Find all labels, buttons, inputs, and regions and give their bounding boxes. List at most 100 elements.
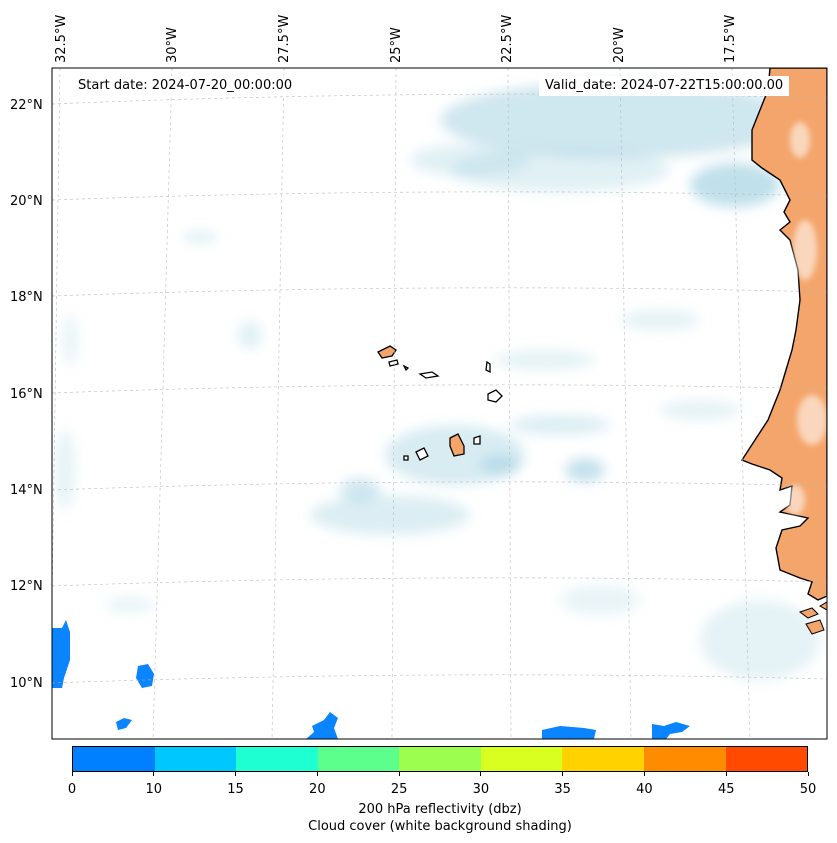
lon-label-20w: 20°W xyxy=(612,27,627,63)
lon-label-32-5w: 32.5°W xyxy=(54,14,69,63)
colorbar-tick-mark xyxy=(480,772,482,776)
colorbar-tick-mark xyxy=(562,772,564,776)
map-frame xyxy=(51,67,828,740)
lon-label-30w: 30°W xyxy=(165,27,180,63)
parallel-20n xyxy=(52,191,827,201)
colorbar-tick-mark xyxy=(153,772,155,776)
colorbar-tick-label: 0 xyxy=(67,782,77,797)
cloud-patch xyxy=(340,478,380,502)
cloud-patch xyxy=(410,144,530,176)
parallel-14n xyxy=(52,481,827,491)
lat-label-10n: 10°N xyxy=(10,676,43,691)
colorbar-tick-mark xyxy=(807,772,809,776)
colorbar-tick-label: 30 xyxy=(472,782,490,797)
island-santiago xyxy=(449,433,465,457)
colorbar-tick-mark xyxy=(235,772,237,776)
island-santo-antao xyxy=(377,345,397,359)
graticule xyxy=(52,68,827,739)
colorbar-segment xyxy=(73,747,155,771)
lat-label-20n: 20°N xyxy=(10,194,43,209)
island-fogo xyxy=(415,447,429,461)
colorbar-sublabel: Cloud cover (white background shading) xyxy=(308,819,572,834)
lat-label-22n: 22°N xyxy=(10,98,43,113)
cloud-patch xyxy=(55,430,75,510)
colorbar-segment xyxy=(317,747,400,771)
colorbar-tick-mark xyxy=(398,772,400,776)
colorbar-tick-label: 50 xyxy=(799,782,817,797)
reflectivity-blob xyxy=(306,712,338,739)
colorbar-tick-mark xyxy=(643,772,645,776)
colorbar-tick-label: 20 xyxy=(309,782,326,797)
cape-verde-islands xyxy=(377,345,503,461)
lon-label-17-5w: 17.5°W xyxy=(723,14,738,63)
colorbar-segment xyxy=(725,747,808,771)
reflectivity-blob xyxy=(116,718,132,730)
colorbar-tick-mark xyxy=(71,772,73,776)
colorbar-segment xyxy=(236,747,318,771)
reflectivity-colorbar xyxy=(72,746,808,772)
lat-label-16n: 16°N xyxy=(10,387,43,402)
valid-date-label: Valid_date: 2024-07-22T15:00:00.00 xyxy=(539,76,790,96)
colorbar-tick-mark xyxy=(316,772,318,776)
cloud-patch xyxy=(690,163,780,207)
colorbar-tick-label: 35 xyxy=(554,782,571,797)
colorbar-tick-label: 10 xyxy=(145,782,163,797)
cloud-patch xyxy=(105,597,155,613)
reflectivity-blob xyxy=(652,722,690,739)
cloud-patch xyxy=(565,458,605,482)
island-brava xyxy=(403,455,409,461)
colorbar-tick-label: 15 xyxy=(227,782,244,797)
start-date-label: Start date: 2024-07-20_00:00:00 xyxy=(72,76,299,96)
colorbar-tick-label: 25 xyxy=(390,782,408,797)
island-sal xyxy=(485,360,491,374)
meridian-17-5w xyxy=(731,68,751,739)
lat-label-12n: 12°N xyxy=(10,579,43,594)
colorbar-segment xyxy=(480,747,563,771)
colorbar-tick-label: 45 xyxy=(717,782,735,797)
meridian-30w xyxy=(152,68,173,739)
parallel-16n xyxy=(52,384,827,394)
lat-label-14n: 14°N xyxy=(10,483,43,498)
lon-label-22-5w: 22.5°W xyxy=(500,14,515,63)
island-santa-luzia xyxy=(402,364,410,372)
meridian-20w xyxy=(619,68,632,739)
colorbar-tick-label: 40 xyxy=(636,782,653,797)
lon-label-27-5w: 27.5°W xyxy=(277,14,292,63)
cloud-patch xyxy=(182,231,218,243)
meridian-22-5w xyxy=(507,68,512,739)
reflectivity-blob xyxy=(52,620,70,688)
cloud-patch xyxy=(238,321,262,349)
reflectivity-blob xyxy=(542,726,596,739)
lat-label-18n: 18°N xyxy=(10,290,43,305)
cloud-patch xyxy=(700,600,820,680)
cloud-cover-shading xyxy=(55,82,820,680)
cloud-patch xyxy=(62,315,78,365)
parallel-12n xyxy=(52,577,827,587)
colorbar-segment xyxy=(399,747,481,771)
island-maio xyxy=(473,435,481,445)
cloud-patch xyxy=(310,495,470,535)
colorbar-tick-mark xyxy=(725,772,727,776)
island-sao-nicolau xyxy=(418,371,440,379)
africa-coastline xyxy=(740,68,827,635)
reflectivity-areas xyxy=(52,620,690,739)
reflectivity-blob xyxy=(136,664,154,688)
cloud-patch xyxy=(510,415,610,435)
colorbar-segment xyxy=(562,747,644,771)
island-sao-vicente xyxy=(388,359,399,367)
lon-label-25w: 25°W xyxy=(389,27,404,63)
island-boa-vista xyxy=(487,389,503,403)
cloud-patch xyxy=(440,82,800,158)
cloud-patch xyxy=(660,400,740,420)
colorbar-segment xyxy=(154,747,237,771)
cloud-patch xyxy=(480,455,520,475)
meridian-25w xyxy=(391,68,397,739)
parallel-10n xyxy=(52,674,827,684)
cloud-patch xyxy=(620,310,700,330)
colorbar-segment xyxy=(643,747,726,771)
cloud-patch xyxy=(560,585,640,615)
parallel-22n xyxy=(52,93,827,105)
parallel-18n xyxy=(52,287,827,297)
meridian-27-5w xyxy=(271,68,285,739)
